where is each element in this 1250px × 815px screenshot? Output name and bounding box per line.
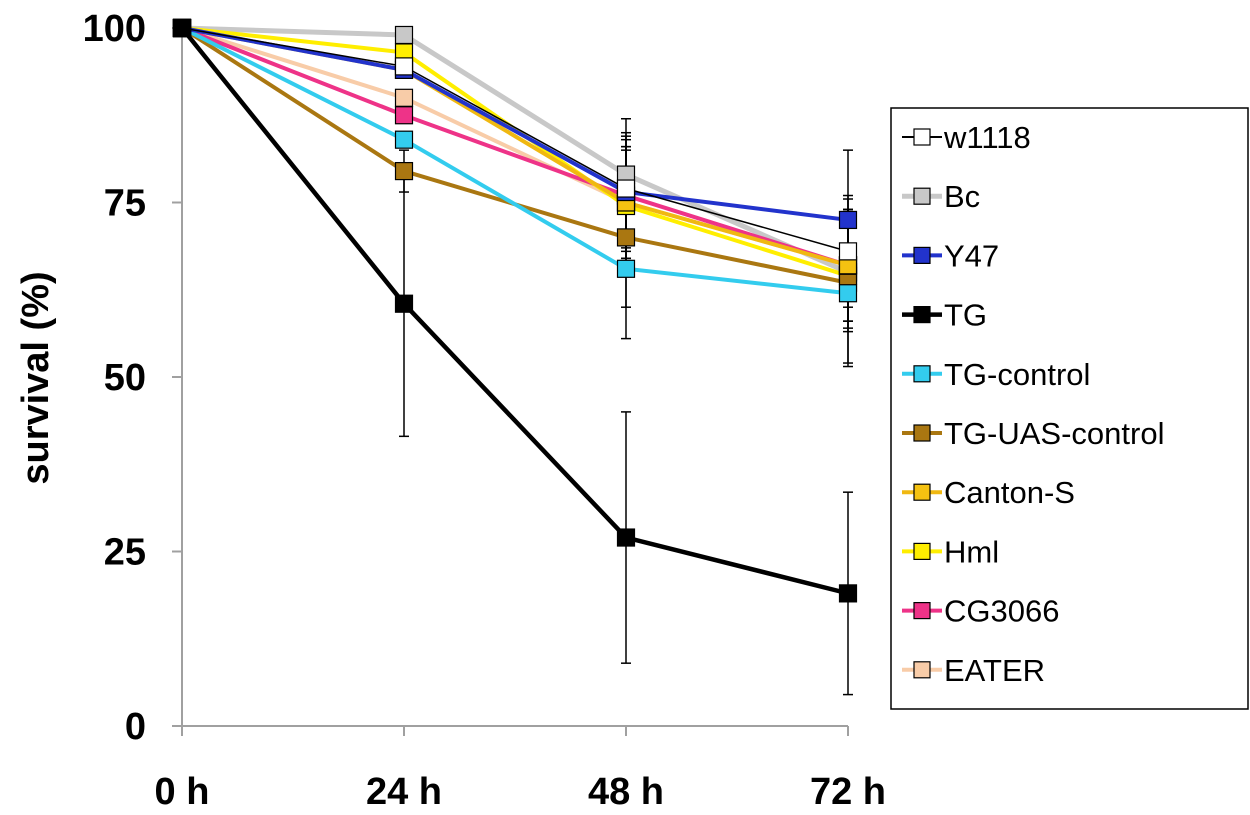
legend-label: TG-UAS-control (944, 416, 1164, 451)
legend-swatch-marker (913, 483, 931, 501)
legend-swatch-marker (913, 246, 931, 264)
legend-box (890, 107, 1249, 710)
y-tick-label: 25 (104, 532, 146, 574)
marker-w1118 (838, 242, 858, 261)
series-line-tg (180, 26, 849, 596)
marker-tg-control (616, 259, 636, 278)
marker-w1118 (616, 179, 636, 198)
y-axis-title: survival (%) (15, 271, 57, 484)
series-lines (180, 25, 850, 596)
legend-label: TG (944, 298, 987, 333)
legend-swatch-marker (913, 661, 931, 679)
series-line-tg-control (181, 26, 849, 296)
series-line-w1118 (181, 27, 849, 253)
legend-label: Y47 (944, 238, 999, 273)
legend-swatch-marker (913, 542, 931, 561)
marker-eater (394, 88, 414, 107)
legend-swatch-marker (913, 187, 931, 205)
marker-y47 (838, 210, 858, 230)
marker-w1118 (394, 57, 414, 76)
marker-tg-uas-control (394, 161, 414, 181)
legend-swatch-marker (913, 601, 931, 620)
legend-label: EATER (944, 653, 1045, 688)
legend-label: Canton-S (944, 475, 1075, 510)
x-tick-label: 48 h (588, 771, 664, 813)
y-tick-labels: 0 25 50 75 100 (83, 8, 146, 748)
x-tick-label: 24 h (366, 771, 442, 813)
marker-tg (172, 18, 192, 38)
legend-label: Bc (944, 179, 980, 214)
marker-bc (394, 25, 414, 45)
legend-label: w1118 (943, 120, 1031, 155)
legend-label: Hml (944, 534, 999, 569)
y-tick-label: 0 (125, 706, 146, 748)
marker-tg-control (838, 284, 858, 303)
y-tick-label: 100 (83, 8, 146, 50)
series-line-y47 (181, 26, 849, 222)
marker-tg-control (394, 130, 414, 149)
y-tick-label: 50 (104, 357, 146, 399)
marker-tg (394, 294, 414, 313)
x-tick-labels: 0 h 24 h 48 h 72 h (155, 771, 886, 813)
marker-tg (838, 584, 858, 603)
marker-tg (616, 528, 636, 547)
legend-swatch-marker (913, 365, 931, 383)
y-tick-label: 75 (104, 183, 146, 225)
legend-swatch-marker (913, 424, 931, 442)
series-line-cg3066 (181, 26, 849, 268)
legend: w1118 Bc Y47 TG TG-control TG-UAS-control Cant… (890, 107, 1249, 710)
x-tick-label: 72 h (810, 771, 886, 813)
marker-tg-uas-control (616, 228, 636, 247)
axes (172, 27, 849, 736)
legend-label: TG-control (944, 357, 1090, 392)
legend-swatch-marker (913, 128, 931, 146)
series-markers (172, 18, 858, 603)
x-tick-label: 0 h (155, 771, 210, 813)
marker-cg3066 (394, 106, 414, 125)
legend-swatch-marker (913, 306, 931, 324)
series-line-bc (181, 25, 850, 275)
legend-label: CG3066 (944, 594, 1059, 629)
